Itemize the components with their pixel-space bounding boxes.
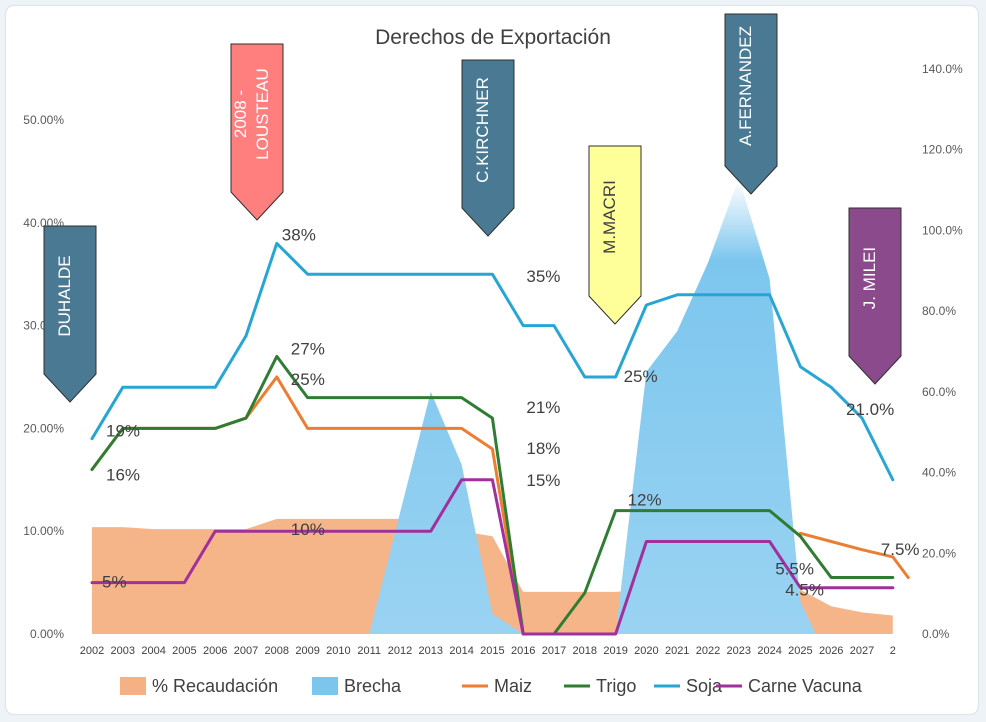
data-label: 25%: [291, 370, 325, 389]
x-tick-label: 2013: [419, 645, 443, 657]
x-tick-label: 2020: [634, 645, 658, 657]
series-line-trigo: [90, 354, 895, 636]
data-label: 38%: [282, 225, 316, 244]
x-tick-label: 2016: [511, 645, 535, 657]
x-tick-label: 2026: [819, 645, 843, 657]
annotation-flag: [848, 207, 902, 385]
legend-label: Maiz: [494, 676, 532, 696]
x-tick-label: 2023: [727, 645, 751, 657]
data-label: 5%: [102, 573, 127, 592]
data-label-layer: 38% 35% 27% 25% 21% 18% 15% 19% 16% 10% 5% 25% 12% 21…: [102, 225, 920, 599]
annotation-flag: [461, 59, 515, 237]
data-label: 18%: [526, 439, 560, 458]
legend-label: Carne Vacuna: [748, 676, 863, 696]
data-label: 35%: [526, 267, 560, 286]
chart-title: Derechos de Exportación: [375, 26, 611, 49]
data-label: 5.5%: [775, 559, 814, 578]
legend-label: Soja: [686, 676, 723, 696]
x-tick-label: 2010: [326, 645, 350, 657]
x-tick-label: 2006: [203, 645, 227, 657]
y-right-tick-label: 100.0%: [922, 223, 963, 237]
axis-layer: 0.00%10.00%20.00%30.00%40.00%50.00%0.0%2…: [23, 62, 963, 657]
annotation-label: J. MILEI: [860, 247, 879, 309]
x-tick-label: 2005: [172, 645, 196, 657]
y-right-tick-label: 0.0%: [922, 627, 950, 641]
y-left-tick-label: 10.00%: [23, 524, 64, 538]
annotation-label: DUHALDE: [55, 255, 74, 336]
x-tick-label: 2025: [788, 645, 812, 657]
annotation-label: C.KIRCHNER: [473, 77, 492, 183]
y-left-tick-label: 0.00%: [30, 627, 64, 641]
x-tick-label: 2019: [603, 645, 627, 657]
data-label: 21.0%: [846, 400, 894, 419]
x-tick-label: 2012: [388, 645, 412, 657]
data-label: 27%: [291, 339, 325, 358]
y-right-tick-label: 60.0%: [922, 385, 956, 399]
data-label: 25%: [624, 367, 658, 386]
y-right-tick-label: 120.0%: [922, 143, 963, 157]
legend-label: Brecha: [344, 676, 402, 696]
area-brecha: [369, 178, 816, 634]
x-tick-label: 2027: [850, 645, 874, 657]
annotation-label: LOUSTEAU: [253, 68, 272, 160]
y-right-tick-label: 40.0%: [922, 466, 956, 480]
annotation-flag: [43, 225, 97, 403]
annotation-label: 2008 -: [231, 90, 250, 138]
data-label: 10%: [291, 520, 325, 539]
annotation-flag: [724, 13, 778, 195]
x-tick-label: 2003: [111, 645, 135, 657]
annotation-flag: [230, 43, 284, 221]
x-tick-label: 2015: [480, 645, 504, 657]
y-left-tick-label: 50.00%: [23, 113, 64, 127]
data-label: 16%: [106, 466, 140, 485]
series-line-soja: [90, 241, 895, 482]
data-label: 15%: [526, 471, 560, 490]
x-tick-label: 2021: [665, 645, 689, 657]
x-tick-label: 2008: [265, 645, 289, 657]
area-layer: [92, 178, 893, 634]
legend: % Recaudación Brecha Maiz Trigo Soja Carne Va…: [120, 676, 863, 696]
data-label: 12%: [628, 491, 662, 510]
legend-swatch: [312, 677, 338, 695]
annotation-layer: DUHALDE 2008 - LOUSTEAU C.KIRCHNER M.MACRI A.…: [43, 13, 902, 403]
x-tick-label: 2011: [357, 645, 381, 657]
y-right-tick-label: 80.0%: [922, 304, 956, 318]
legend-label: % Recaudación: [152, 676, 278, 696]
annotation-flag: [588, 145, 642, 325]
x-tick-label: 2017: [542, 645, 566, 657]
data-label: 7.5%: [881, 540, 920, 559]
series-line-carne-vacuna: [90, 478, 895, 636]
x-tick-label: 2009: [295, 645, 319, 657]
x-tick-label: 2014: [449, 645, 473, 657]
data-label: 19%: [106, 422, 140, 441]
x-tick-label: 2018: [573, 645, 597, 657]
x-tick-label: 2024: [757, 645, 781, 657]
data-label: 21%: [526, 398, 560, 417]
line-layer: [90, 241, 910, 636]
x-tick-label: 2022: [696, 645, 720, 657]
x-tick-label: 2007: [234, 645, 258, 657]
y-right-tick-label: 20.0%: [922, 546, 956, 560]
legend-label: Trigo: [596, 676, 636, 696]
y-left-tick-label: 20.00%: [23, 421, 64, 435]
x-tick-label: 2004: [141, 645, 165, 657]
annotation-label: A.FERNANDEZ: [736, 26, 755, 146]
legend-swatch: [120, 677, 146, 695]
x-tick-label: 2002: [80, 645, 104, 657]
annotation-label: M.MACRI: [600, 180, 619, 254]
x-tick-label: 2: [890, 645, 896, 657]
data-label: 4.5%: [785, 581, 824, 600]
y-right-tick-label: 140.0%: [922, 62, 963, 76]
